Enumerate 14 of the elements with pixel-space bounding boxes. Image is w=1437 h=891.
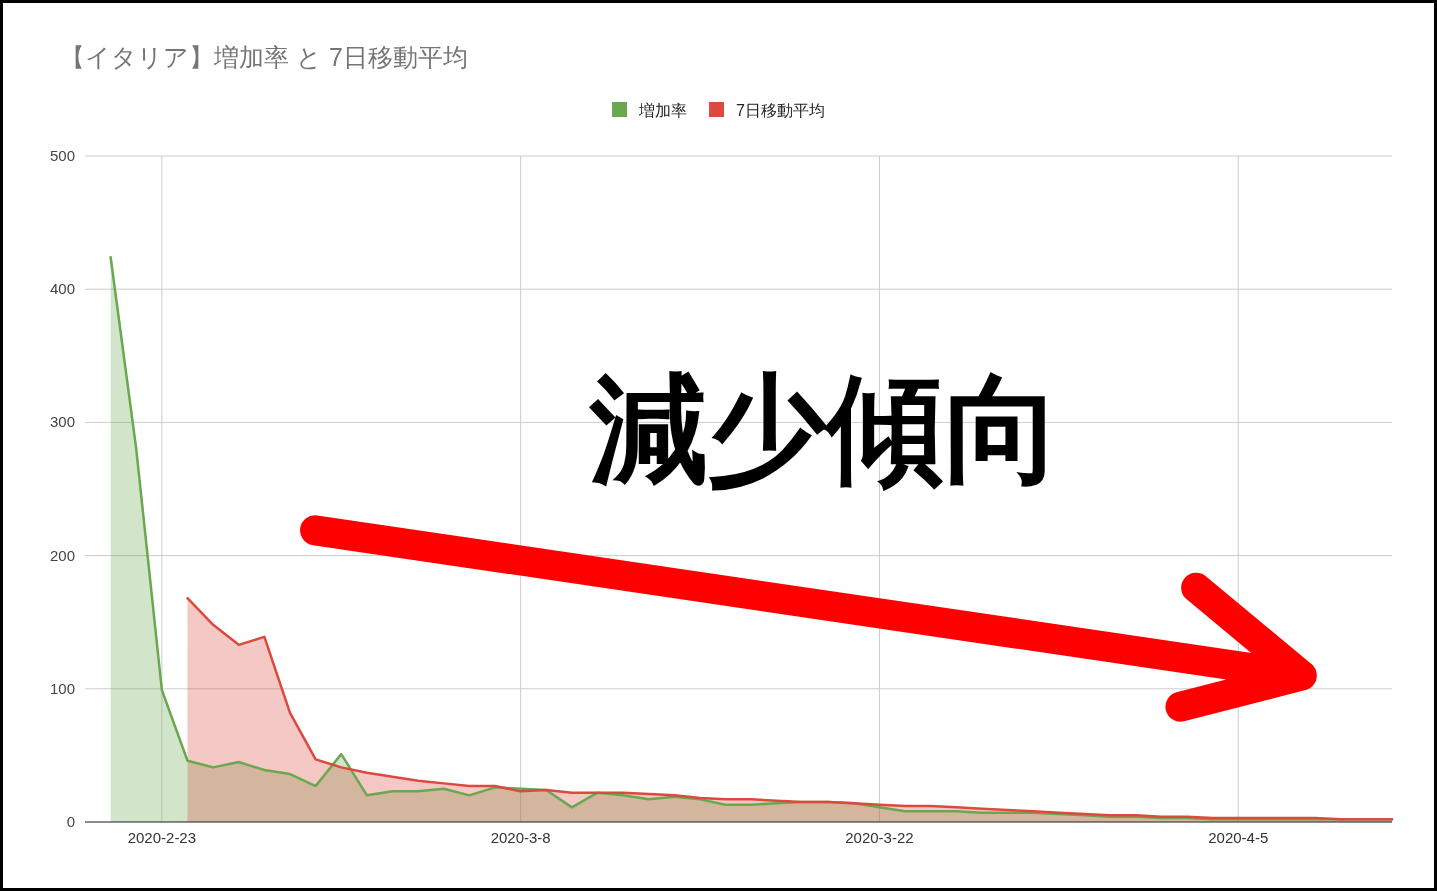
y-tick-label: 0	[66, 813, 75, 830]
annotation: 減少傾向	[588, 363, 1063, 496]
x-tick-label: 2020-4-5	[1208, 829, 1269, 846]
y-tick-label: 300	[49, 413, 75, 431]
y-tick-label: 500	[49, 147, 75, 164]
y-tick-label: 200	[49, 546, 75, 564]
y-tick-label: 400	[49, 280, 75, 298]
y-tick-label: 100	[49, 679, 75, 697]
legend-label: 7日移動平均	[736, 102, 825, 119]
x-tick-label: 2020-3-22	[845, 829, 914, 846]
x-tick-label: 2020-3-8	[490, 829, 551, 846]
x-tick-label: 2020-2-23	[127, 829, 197, 846]
chart-title: 【イタリア】増加率 と 7日移動平均	[60, 43, 468, 71]
legend-label: 増加率	[638, 102, 688, 119]
